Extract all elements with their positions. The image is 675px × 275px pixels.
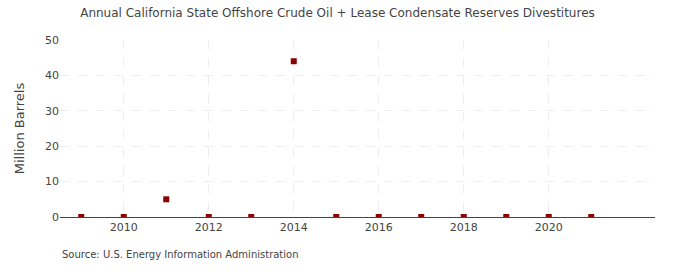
svg-text:Annual California State Offsho: Annual California State Offshore Crude O… bbox=[80, 6, 595, 20]
svg-text:2018: 2018 bbox=[450, 221, 478, 234]
svg-text:2014: 2014 bbox=[280, 221, 308, 234]
svg-text:40: 40 bbox=[45, 69, 59, 82]
svg-text:0: 0 bbox=[52, 211, 59, 224]
svg-text:50: 50 bbox=[45, 34, 59, 47]
svg-text:2012: 2012 bbox=[195, 221, 223, 234]
svg-text:20: 20 bbox=[45, 140, 59, 153]
svg-text:30: 30 bbox=[45, 105, 59, 118]
svg-text:2016: 2016 bbox=[365, 221, 393, 234]
svg-text:10: 10 bbox=[45, 175, 59, 188]
svg-text:Million Barrels: Million Barrels bbox=[12, 83, 27, 175]
svg-text:2020: 2020 bbox=[535, 221, 563, 234]
svg-text:2010: 2010 bbox=[110, 221, 138, 234]
svg-text:Source: U.S. Energy Informatio: Source: U.S. Energy Information Administ… bbox=[62, 249, 299, 260]
